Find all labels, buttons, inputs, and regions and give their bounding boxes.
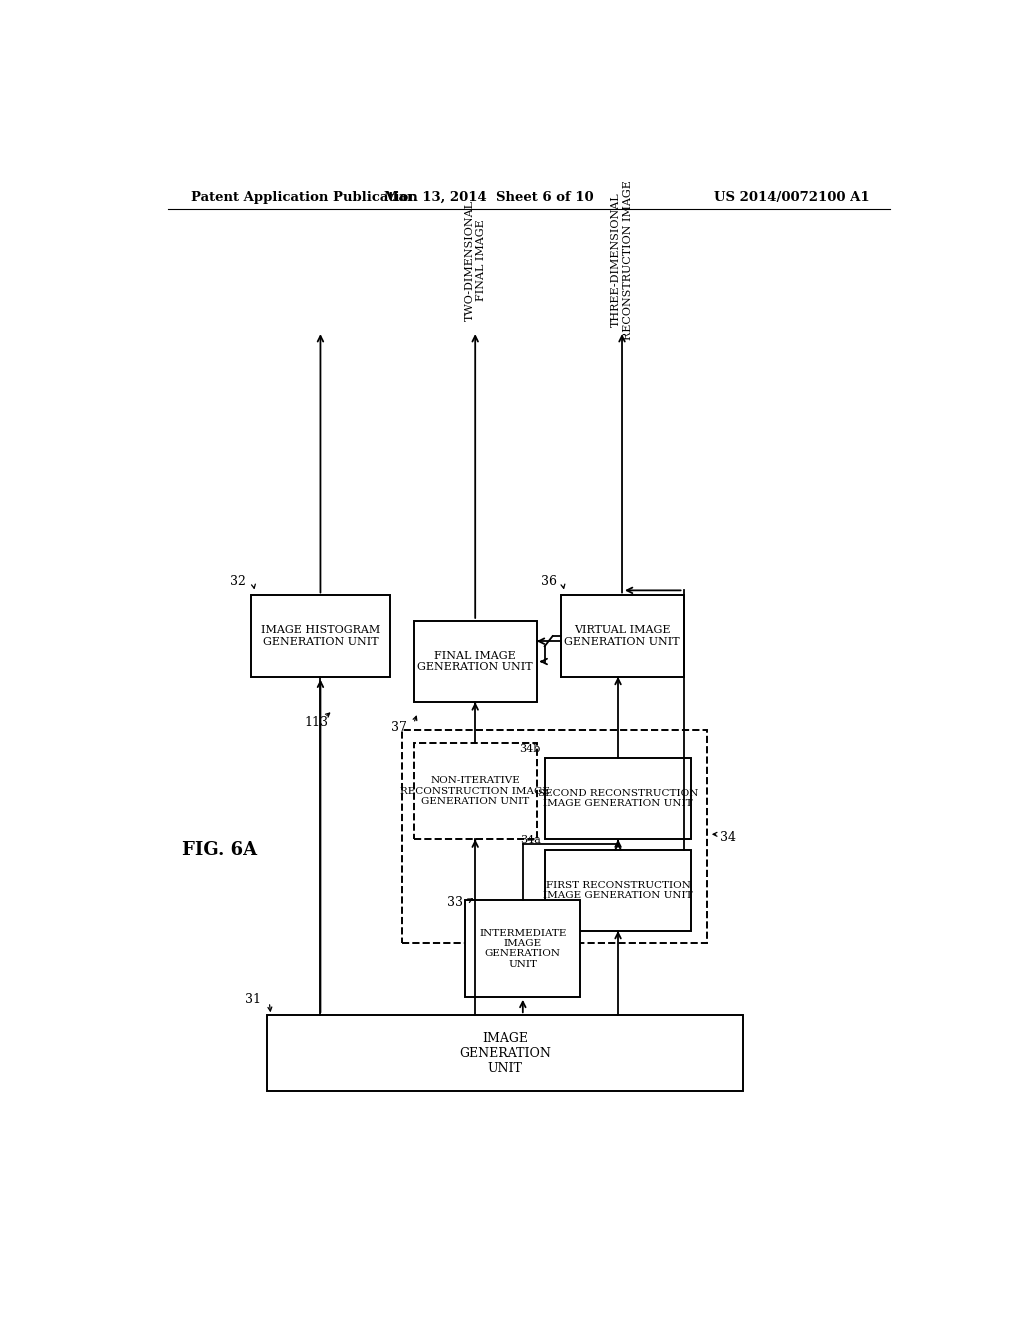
Text: IMAGE HISTOGRAM
GENERATION UNIT: IMAGE HISTOGRAM GENERATION UNIT <box>261 626 380 647</box>
FancyBboxPatch shape <box>251 595 390 677</box>
Text: TWO-DIMENSIONAL
FINAL IMAGE: TWO-DIMENSIONAL FINAL IMAGE <box>465 199 486 321</box>
FancyBboxPatch shape <box>545 758 691 840</box>
Text: Mar. 13, 2014  Sheet 6 of 10: Mar. 13, 2014 Sheet 6 of 10 <box>384 190 594 203</box>
FancyBboxPatch shape <box>465 900 581 997</box>
Text: 37: 37 <box>391 721 408 734</box>
FancyBboxPatch shape <box>267 1015 743 1092</box>
Text: FINAL IMAGE
GENERATION UNIT: FINAL IMAGE GENERATION UNIT <box>418 651 534 672</box>
Text: FIRST RECONSTRUCTION
IMAGE GENERATION UNIT: FIRST RECONSTRUCTION IMAGE GENERATION UN… <box>544 880 693 900</box>
Text: 33: 33 <box>446 896 463 909</box>
Text: Patent Application Publication: Patent Application Publication <box>191 190 418 203</box>
Text: 31: 31 <box>246 994 261 1006</box>
Text: FIG. 6A: FIG. 6A <box>181 841 257 858</box>
Text: US 2014/0072100 A1: US 2014/0072100 A1 <box>715 190 870 203</box>
Text: 34a: 34a <box>520 836 541 846</box>
Text: 34b: 34b <box>519 744 541 754</box>
FancyBboxPatch shape <box>560 595 684 677</box>
FancyBboxPatch shape <box>414 620 537 702</box>
Text: 34: 34 <box>720 830 736 843</box>
Text: THREE-DIMENSIONAL
RECONSTRUCTION IMAGE: THREE-DIMENSIONAL RECONSTRUCTION IMAGE <box>611 180 633 341</box>
Text: NON-ITERATIVE
RECONSTRUCTION IMAGE
GENERATION UNIT: NON-ITERATIVE RECONSTRUCTION IMAGE GENER… <box>400 776 550 807</box>
Text: VIRTUAL IMAGE
GENERATION UNIT: VIRTUAL IMAGE GENERATION UNIT <box>564 626 680 647</box>
Text: 36: 36 <box>542 574 557 587</box>
Text: IMAGE
GENERATION
UNIT: IMAGE GENERATION UNIT <box>459 1032 551 1074</box>
Text: 113: 113 <box>305 715 329 729</box>
Text: SECOND RECONSTRUCTION
IMAGE GENERATION UNIT: SECOND RECONSTRUCTION IMAGE GENERATION U… <box>538 789 698 808</box>
Text: INTERMEDIATE
IMAGE
GENERATION
UNIT: INTERMEDIATE IMAGE GENERATION UNIT <box>479 928 566 969</box>
FancyBboxPatch shape <box>414 743 537 840</box>
FancyBboxPatch shape <box>545 850 691 931</box>
Text: 32: 32 <box>229 574 246 587</box>
